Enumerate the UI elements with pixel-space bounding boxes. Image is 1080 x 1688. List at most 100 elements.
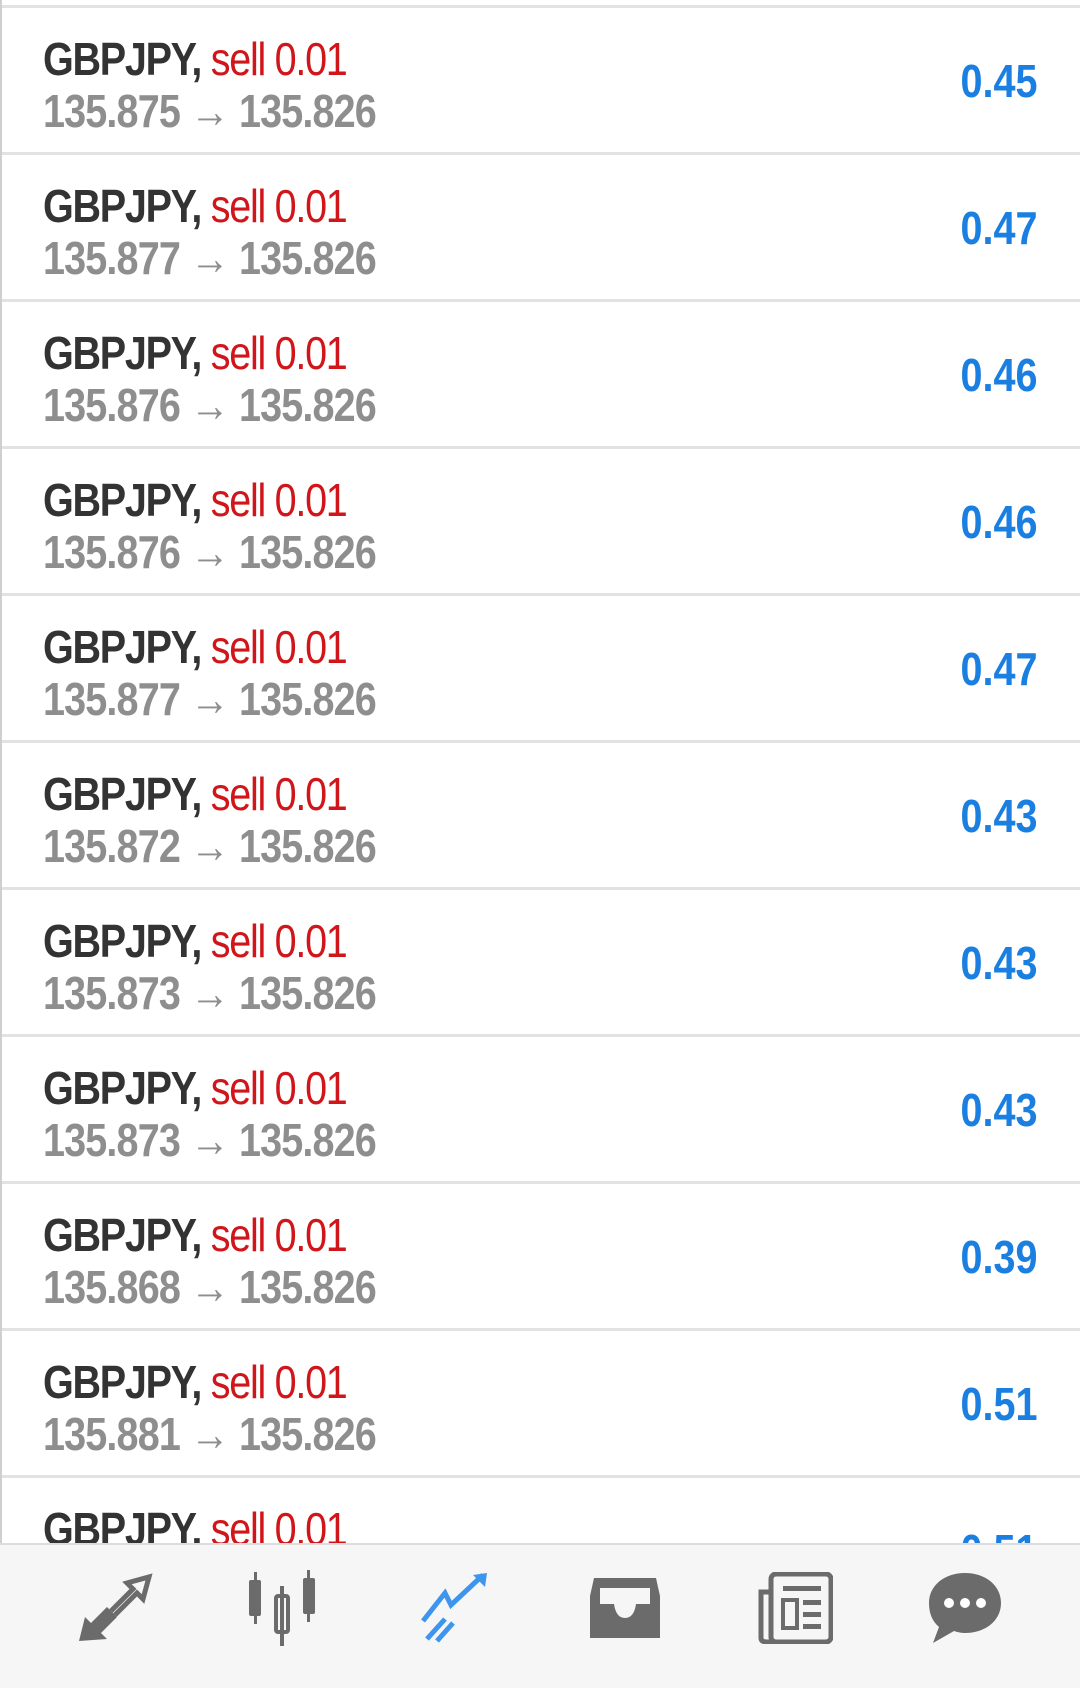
profit-value: 0.43 xyxy=(961,1084,1038,1136)
position-title: GBPJPY, sell 0.01 xyxy=(43,326,348,380)
arrow-icon: → xyxy=(190,820,230,872)
arrow-icon: → xyxy=(190,673,230,725)
position-row[interactable]: GBPJPY, sell 0.01 0.51 xyxy=(2,1478,1080,1543)
open-price: 135.875 xyxy=(43,85,181,137)
quotes-arrows-icon xyxy=(79,1572,153,1641)
current-price: 135.826 xyxy=(238,673,377,725)
position-title: GBPJPY, sell 0.01 xyxy=(43,179,348,233)
position-row[interactable]: GBPJPY, sell 0.01 135.873 → 135.826 0.43 xyxy=(2,1037,1080,1184)
position-row[interactable]: GBPJPY, sell 0.01 135.875 → 135.826 0.45 xyxy=(2,8,1080,155)
open-price: 135.868 xyxy=(43,1261,181,1313)
current-price: 135.826 xyxy=(238,85,377,137)
profit-value: 0.43 xyxy=(961,937,1038,989)
symbol: GBPJPY, xyxy=(43,327,202,379)
current-price: 135.826 xyxy=(238,1114,377,1166)
current-price: 135.826 xyxy=(238,967,377,1019)
symbol: GBPJPY, xyxy=(43,1062,202,1114)
profit-value: 0.46 xyxy=(961,349,1038,401)
open-price: 135.877 xyxy=(43,232,181,284)
symbol: GBPJPY, xyxy=(43,33,202,85)
position-title: GBPJPY, sell 0.01 xyxy=(43,620,348,674)
position-title: GBPJPY, sell 0.01 xyxy=(43,914,348,968)
current-price: 135.826 xyxy=(238,820,377,872)
symbol: GBPJPY, xyxy=(43,1356,202,1408)
profit-value: 0.43 xyxy=(961,790,1038,842)
nav-news[interactable] xyxy=(750,1563,840,1653)
profit-value: 0.45 xyxy=(961,55,1038,107)
price-line: 135.872 → 135.826 xyxy=(43,819,377,873)
price-line: 135.877 → 135.826 xyxy=(43,672,377,726)
symbol: GBPJPY, xyxy=(43,1209,202,1261)
divider xyxy=(2,0,1080,8)
symbol: GBPJPY, xyxy=(43,474,202,526)
bottom-navigation xyxy=(0,1543,1080,1688)
trade-side-volume: sell 0.01 xyxy=(210,1503,348,1543)
current-price: 135.826 xyxy=(238,1261,377,1313)
price-line: 135.881 → 135.826 xyxy=(43,1407,377,1461)
trade-side-volume: sell 0.01 xyxy=(210,33,348,85)
trade-side-volume: sell 0.01 xyxy=(210,915,348,967)
arrow-icon: → xyxy=(190,1408,230,1460)
nav-history[interactable] xyxy=(580,1563,670,1653)
position-title: GBPJPY, sell 0.01 xyxy=(43,1061,348,1115)
positions-list[interactable]: GBPJPY, sell 0.01 135.875 → 135.826 0.45 GB… xyxy=(0,0,1080,1543)
arrow-icon: → xyxy=(190,85,230,137)
trade-icon xyxy=(421,1572,487,1643)
nav-quotes[interactable] xyxy=(70,1563,160,1653)
arrow-icon: → xyxy=(190,379,230,431)
open-price: 135.872 xyxy=(43,820,181,872)
open-price: 135.876 xyxy=(43,379,181,431)
nav-chat[interactable] xyxy=(920,1563,1010,1653)
position-title: GBPJPY, sell 0.01 xyxy=(43,1208,348,1262)
profit-value: 0.39 xyxy=(961,1231,1038,1283)
symbol: GBPJPY, xyxy=(43,1503,202,1543)
current-price: 135.826 xyxy=(238,379,377,431)
position-title: GBPJPY, sell 0.01 xyxy=(43,1502,348,1543)
trade-side-volume: sell 0.01 xyxy=(210,327,348,379)
position-row[interactable]: GBPJPY, sell 0.01 135.868 → 135.826 0.39 xyxy=(2,1184,1080,1331)
candlestick-chart-icon xyxy=(249,1569,315,1646)
position-title: GBPJPY, sell 0.01 xyxy=(43,1355,348,1409)
position-row[interactable]: GBPJPY, sell 0.01 135.877 → 135.826 0.47 xyxy=(2,596,1080,743)
open-price: 135.877 xyxy=(43,673,181,725)
position-row[interactable]: GBPJPY, sell 0.01 135.872 → 135.826 0.43 xyxy=(2,743,1080,890)
position-row[interactable]: GBPJPY, sell 0.01 135.876 → 135.826 0.46 xyxy=(2,302,1080,449)
profit-value: 0.47 xyxy=(961,202,1038,254)
price-line: 135.876 → 135.826 xyxy=(43,378,377,432)
current-price: 135.826 xyxy=(238,1408,377,1460)
price-line: 135.876 → 135.826 xyxy=(43,525,377,579)
position-row[interactable]: GBPJPY, sell 0.01 135.873 → 135.826 0.43 xyxy=(2,890,1080,1037)
trade-side-volume: sell 0.01 xyxy=(210,474,348,526)
arrow-icon: → xyxy=(190,1261,230,1313)
nav-trade[interactable] xyxy=(410,1563,500,1653)
open-price: 135.876 xyxy=(43,526,181,578)
price-line: 135.875 → 135.826 xyxy=(43,84,377,138)
current-price: 135.826 xyxy=(238,526,377,578)
profit-value: 0.51 xyxy=(961,1524,1038,1543)
position-row[interactable]: GBPJPY, sell 0.01 135.877 → 135.826 0.47 xyxy=(2,155,1080,302)
trade-side-volume: sell 0.01 xyxy=(210,1356,348,1408)
trade-side-volume: sell 0.01 xyxy=(210,1209,348,1261)
trade-side-volume: sell 0.01 xyxy=(210,180,348,232)
open-price: 135.873 xyxy=(43,1114,181,1166)
price-line: 135.873 → 135.826 xyxy=(43,1113,377,1167)
news-icon xyxy=(758,1571,833,1644)
symbol: GBPJPY, xyxy=(43,180,202,232)
current-price: 135.826 xyxy=(238,232,377,284)
arrow-icon: → xyxy=(190,526,230,578)
profit-value: 0.51 xyxy=(961,1378,1038,1430)
position-title: GBPJPY, sell 0.01 xyxy=(43,767,348,821)
position-row[interactable]: GBPJPY, sell 0.01 135.876 → 135.826 0.46 xyxy=(2,449,1080,596)
symbol: GBPJPY, xyxy=(43,915,202,967)
trade-side-volume: sell 0.01 xyxy=(210,621,348,673)
nav-chart[interactable] xyxy=(240,1563,330,1653)
position-row[interactable]: GBPJPY, sell 0.01 135.881 → 135.826 0.51 xyxy=(2,1331,1080,1478)
trade-side-volume: sell 0.01 xyxy=(210,1062,348,1114)
price-line: 135.877 → 135.826 xyxy=(43,231,377,285)
arrow-icon: → xyxy=(190,1114,230,1166)
open-price: 135.881 xyxy=(43,1408,181,1460)
arrow-icon: → xyxy=(190,232,230,284)
open-price: 135.873 xyxy=(43,967,181,1019)
arrow-icon: → xyxy=(190,967,230,1019)
chat-icon xyxy=(929,1572,1001,1643)
